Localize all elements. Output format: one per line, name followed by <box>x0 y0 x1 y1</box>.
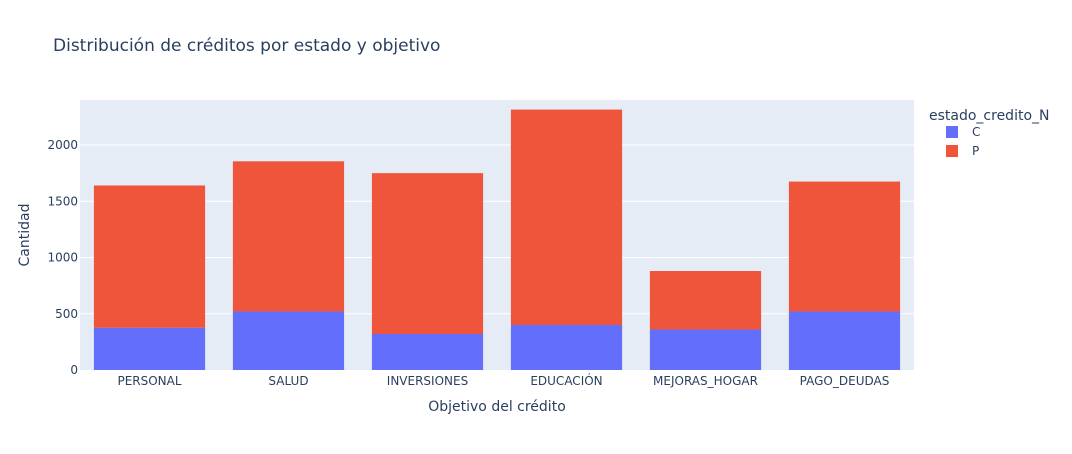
bar-p-mejoras_hogar[interactable] <box>649 271 762 330</box>
bar-p-educación[interactable] <box>510 109 623 325</box>
legend-swatch <box>946 126 958 138</box>
legend-swatch <box>946 145 958 157</box>
bar-c-salud[interactable] <box>232 311 345 371</box>
y-tick-label: 1500 <box>47 194 78 208</box>
y-axis-title: Cantidad <box>17 204 33 267</box>
legend-items: CP <box>946 125 980 158</box>
x-tick-label: SALUD <box>268 374 308 388</box>
x-tick-label: MEJORAS_HOGAR <box>653 374 758 388</box>
x-tick-label: PERSONAL <box>117 374 181 388</box>
bar-p-inversiones[interactable] <box>371 173 484 334</box>
bar-p-salud[interactable] <box>232 161 345 312</box>
chart-title: Distribución de créditos por estado y ob… <box>53 36 440 56</box>
x-axis-title: Objetivo del crédito <box>428 399 566 415</box>
y-axis-ticks: 0 500 1000 1500 2000 <box>47 138 78 377</box>
y-tick-label: 1000 <box>47 251 78 265</box>
x-tick-label: PAGO_DEUDAS <box>800 374 890 388</box>
bar-c-personal[interactable] <box>93 327 206 370</box>
legend: estado_credito_N CP <box>929 108 1050 158</box>
bar-p-pago_deudas[interactable] <box>788 181 901 312</box>
bars <box>93 109 901 371</box>
legend-title: estado_credito_N <box>929 108 1050 124</box>
x-tick-label: EDUCACIÓN <box>530 373 602 388</box>
legend-item-c[interactable]: C <box>946 125 980 139</box>
bar-c-inversiones[interactable] <box>371 334 484 370</box>
legend-label: C <box>972 125 980 139</box>
x-axis-ticks: PERSONAL SALUD INVERSIONES EDUCACIÓN MEJORAS… <box>117 373 889 388</box>
bar-c-pago_deudas[interactable] <box>788 311 901 371</box>
gridlines <box>80 144 914 315</box>
bar-c-mejoras_hogar[interactable] <box>649 329 762 371</box>
y-tick-label: 0 <box>70 363 78 377</box>
y-tick-label: 2000 <box>47 138 78 152</box>
bar-c-educación[interactable] <box>510 325 623 370</box>
bar-p-personal[interactable] <box>93 185 206 328</box>
legend-label: P <box>972 144 979 158</box>
x-tick-label: INVERSIONES <box>387 374 468 388</box>
y-tick-label: 500 <box>55 307 78 321</box>
legend-item-p[interactable]: P <box>946 144 979 158</box>
